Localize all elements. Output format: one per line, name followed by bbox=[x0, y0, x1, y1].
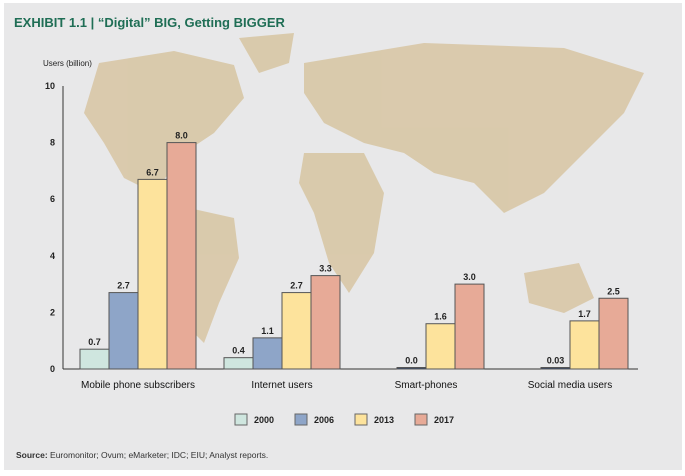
legend-label: 2017 bbox=[434, 415, 454, 425]
data-label: 8.0 bbox=[175, 131, 188, 141]
legend: 2000 2006 2013 2017 bbox=[234, 413, 454, 426]
bar-2013 bbox=[425, 323, 456, 370]
source-label: Source: bbox=[16, 450, 48, 460]
data-label: 6.7 bbox=[146, 167, 159, 177]
data-label: 0.4 bbox=[232, 346, 245, 356]
data-label: 0.0 bbox=[405, 356, 418, 366]
source-note: Source: Euromonitor; Ovum; eMarketer; ID… bbox=[16, 450, 268, 460]
bar-2006 bbox=[396, 367, 427, 370]
data-label: 3.0 bbox=[463, 272, 476, 282]
bar-2006 bbox=[108, 292, 139, 370]
bar-2013 bbox=[569, 320, 600, 370]
bar-2017 bbox=[310, 275, 341, 370]
exhibit-title: EXHIBIT 1.1 | “Digital” BIG, Getting BIG… bbox=[14, 15, 285, 30]
bar-2000 bbox=[223, 357, 254, 370]
y-tick-label: 2 bbox=[50, 307, 55, 317]
legend-label: 2000 bbox=[254, 415, 274, 425]
source-text: Euromonitor; Ovum; eMarketer; IDC; EIU; … bbox=[50, 450, 269, 460]
x-category-label: Internet users bbox=[251, 380, 312, 391]
bar-2013 bbox=[281, 292, 312, 370]
data-label: 1.6 bbox=[434, 312, 447, 322]
x-category-label: Mobile phone subscribers bbox=[81, 380, 195, 391]
bar-2017 bbox=[166, 142, 197, 370]
data-label: 2.7 bbox=[117, 281, 130, 291]
bars: 0.7 2.7 6.7 8.0 0.4 1.1 2.7 3.3 0.0 1.6 3.0 0.03 1.7… bbox=[79, 131, 629, 370]
legend-swatch-2006 bbox=[294, 413, 308, 426]
axes: Users (billion) 0 2 4 6 8 10 Mobile phone subsc… bbox=[43, 59, 638, 391]
data-label: 2.7 bbox=[290, 281, 303, 291]
bar-2006 bbox=[252, 337, 283, 370]
legend-swatch-2000 bbox=[234, 413, 248, 426]
legend-label: 2006 bbox=[314, 415, 334, 425]
data-label: 0.03 bbox=[547, 356, 565, 366]
y-tick-label: 0 bbox=[50, 364, 55, 374]
data-label: 1.1 bbox=[261, 326, 274, 336]
bar-2006 bbox=[540, 367, 571, 370]
y-tick-label: 10 bbox=[45, 81, 55, 91]
x-category-label: Smart-phones bbox=[395, 380, 458, 391]
y-axis-label: Users (billion) bbox=[43, 59, 92, 68]
legend-label: 2013 bbox=[374, 415, 394, 425]
y-tick-label: 8 bbox=[50, 138, 55, 148]
exhibit-panel: EXHIBIT 1.1 | “Digital” BIG, Getting BIG… bbox=[4, 3, 682, 470]
data-label: 3.3 bbox=[319, 264, 332, 274]
x-category-label: Social media users bbox=[528, 380, 612, 391]
data-label: 2.5 bbox=[607, 286, 620, 296]
legend-swatch-2013 bbox=[354, 413, 368, 426]
data-label: 1.7 bbox=[578, 309, 591, 319]
y-tick-label: 6 bbox=[50, 194, 55, 204]
bar-2013 bbox=[137, 178, 168, 370]
bar-2017 bbox=[454, 283, 485, 370]
y-tick-label: 4 bbox=[50, 251, 55, 261]
bar-chart: Users (billion) 0 2 4 6 8 10 Mobile phone subsc… bbox=[43, 33, 644, 426]
data-label: 0.7 bbox=[88, 337, 101, 347]
bar-2017 bbox=[598, 297, 629, 370]
bar-2000 bbox=[79, 348, 110, 370]
legend-swatch-2017 bbox=[414, 413, 428, 426]
